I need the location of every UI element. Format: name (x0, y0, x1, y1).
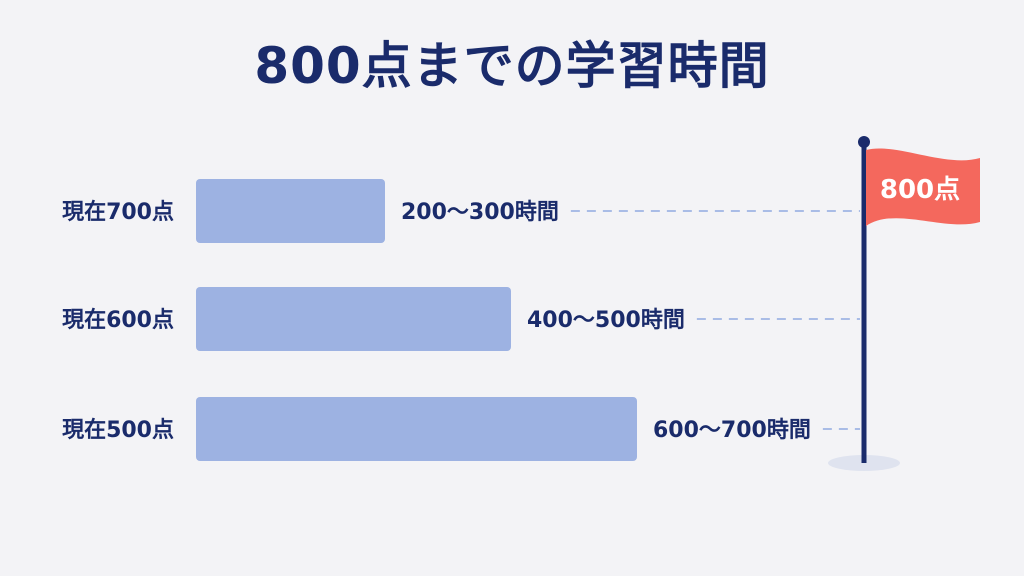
category-label-2: 現在600点 (62, 307, 174, 333)
bar-group (196, 179, 637, 461)
goal-flag (866, 148, 980, 226)
value-label-3: 600〜700時間 (653, 418, 811, 443)
category-label-3: 現在500点 (62, 417, 174, 443)
category-label-1: 現在700点 (62, 199, 174, 225)
pole-top (858, 136, 870, 148)
dash-lines (570, 210, 860, 430)
value-label-2: 400〜500時間 (527, 308, 685, 333)
bar-1 (196, 179, 385, 243)
value-label-1: 200〜300時間 (401, 200, 559, 225)
bar-3 (196, 397, 637, 461)
bar-2 (196, 287, 511, 351)
goal-label: 800点 (880, 174, 960, 205)
chart-title: 800点までの学習時間 (254, 37, 770, 95)
value-labels: 200〜300時間 400〜500時間 600〜700時間 (401, 200, 811, 443)
